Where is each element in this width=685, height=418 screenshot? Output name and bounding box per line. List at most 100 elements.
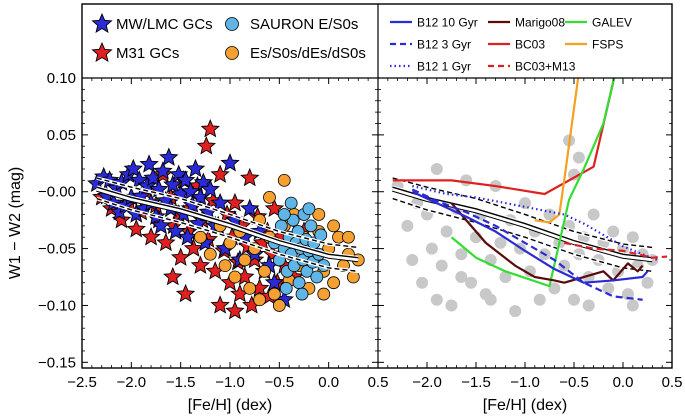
legend-label: B12 10 Gyr <box>417 16 478 30</box>
legend-item-fsps: FSPS <box>565 38 623 52</box>
legend-label: BC03+M13 <box>515 60 576 74</box>
legend-star-marker <box>91 41 113 63</box>
fit-band-dashed <box>392 177 653 249</box>
data-point-circle <box>302 202 316 216</box>
data-point-circle <box>272 299 286 312</box>
data-point-circle <box>310 270 324 284</box>
data-point-star <box>153 161 173 180</box>
legend-item-marigo08: Marigo08 <box>488 16 565 30</box>
data-point-star <box>225 192 245 212</box>
data-point-circle <box>304 219 318 233</box>
background-point <box>641 276 654 289</box>
model-line-b12-1-gyr <box>412 184 658 261</box>
background-point <box>548 282 561 295</box>
data-point-star <box>159 147 179 166</box>
fit-line-white <box>96 188 359 262</box>
data-point-star <box>196 136 216 155</box>
x-tick-label: −1.0 <box>215 374 245 391</box>
x-axis-label: [Fe/H] (dex) <box>483 397 567 414</box>
background-points <box>391 134 659 318</box>
model-line-bc03 <box>392 78 616 196</box>
background-point <box>568 293 580 306</box>
data-point-circle <box>228 270 242 284</box>
data-point-star <box>139 154 159 173</box>
legend-label: GALEV <box>592 16 632 30</box>
background-point <box>425 242 438 255</box>
background-point <box>626 231 639 244</box>
background-point <box>460 174 473 187</box>
data-point-star <box>126 219 146 238</box>
y-tick-label: 0.05 <box>47 127 76 144</box>
data-point-circle <box>292 276 306 290</box>
model-line-marigo08 <box>450 202 644 284</box>
data-point-star <box>156 232 176 252</box>
legend-label: Marigo08 <box>515 16 565 30</box>
x-tick-label: 0.5 <box>662 374 683 391</box>
background-point <box>621 288 634 301</box>
data-point-circle <box>284 196 298 210</box>
data-point-star <box>151 215 171 235</box>
y-axis-label: W1 − W2 (mag) <box>7 167 24 279</box>
background-point <box>509 305 522 318</box>
data-point-star <box>225 300 245 320</box>
data-marks <box>87 78 668 320</box>
data-point-circle <box>193 230 207 244</box>
legend-item-m31-gcs: M31 GCs <box>91 41 179 63</box>
legend-item-es-s0s-des-ds0s: Es/S0s/dEs/dS0s <box>225 45 366 62</box>
background-point <box>455 271 468 284</box>
data-point-star <box>210 164 230 183</box>
model-line-galev <box>450 78 616 288</box>
legend: MW/LMC GCs SAURON E/S0s M31 GCs Es/S0s/dEs/… <box>91 12 632 74</box>
background-point <box>455 248 468 261</box>
data-point-circle <box>295 287 309 301</box>
x-tick-label: −2.0 <box>117 374 147 391</box>
y-tick-label: −0.05 <box>38 241 76 258</box>
left-panel-marks <box>87 119 365 320</box>
background-point <box>499 271 512 284</box>
background-point <box>568 168 580 181</box>
background-point <box>494 236 507 249</box>
legend-label: B12 3 Gyr <box>417 38 471 52</box>
background-point <box>607 225 620 238</box>
data-point-star <box>220 153 240 172</box>
data-point-star <box>264 272 285 291</box>
fit-band-dashed <box>96 177 359 249</box>
legend-label: MW/LMC GCs <box>116 16 213 33</box>
data-point-circle <box>267 287 281 301</box>
data-point-circle <box>277 208 291 221</box>
background-point <box>602 282 615 295</box>
background-point <box>626 299 639 312</box>
x-tick-label: −0.5 <box>265 374 295 391</box>
legend-circle-marker <box>225 17 239 31</box>
y-tick-label: −0.15 <box>38 354 76 371</box>
background-point <box>430 293 443 306</box>
axes: −2.5 −2.0 −1.5 −1.0 −0.5 0.0 0.5 [Fe/H] (dex) −2… <box>7 3 683 414</box>
x-tick-label: −1.5 <box>166 374 196 391</box>
x-tick-label: −2.0 <box>412 374 442 391</box>
data-point-circle <box>263 191 276 204</box>
x-tick-label: 0.5 <box>368 374 389 391</box>
background-point <box>445 299 458 312</box>
data-point-star <box>177 227 198 246</box>
data-point-circle <box>218 259 232 273</box>
data-point-star <box>123 158 143 178</box>
legend-item-sauron-e-s0s: SAURON E/S0s <box>225 16 358 33</box>
background-point <box>435 259 448 272</box>
data-point-circle <box>327 276 341 290</box>
data-point-star <box>185 158 206 178</box>
legend-item-galev: GALEV <box>565 16 632 30</box>
background-point <box>430 162 443 175</box>
data-point-circle <box>238 253 252 267</box>
data-point-star <box>240 167 260 187</box>
x-axis-label: [Fe/H] (dex) <box>188 397 272 414</box>
background-point <box>440 225 453 238</box>
data-point-circle <box>203 247 217 261</box>
data-point-circle <box>253 293 267 307</box>
model-line-bc03-m13 <box>563 241 668 259</box>
data-point-circle <box>258 264 271 278</box>
legend-circle-marker <box>225 46 239 60</box>
data-point-star <box>240 198 260 218</box>
x-tick-label: 0.0 <box>613 374 634 391</box>
background-point <box>484 293 497 306</box>
data-point-star <box>210 295 230 314</box>
